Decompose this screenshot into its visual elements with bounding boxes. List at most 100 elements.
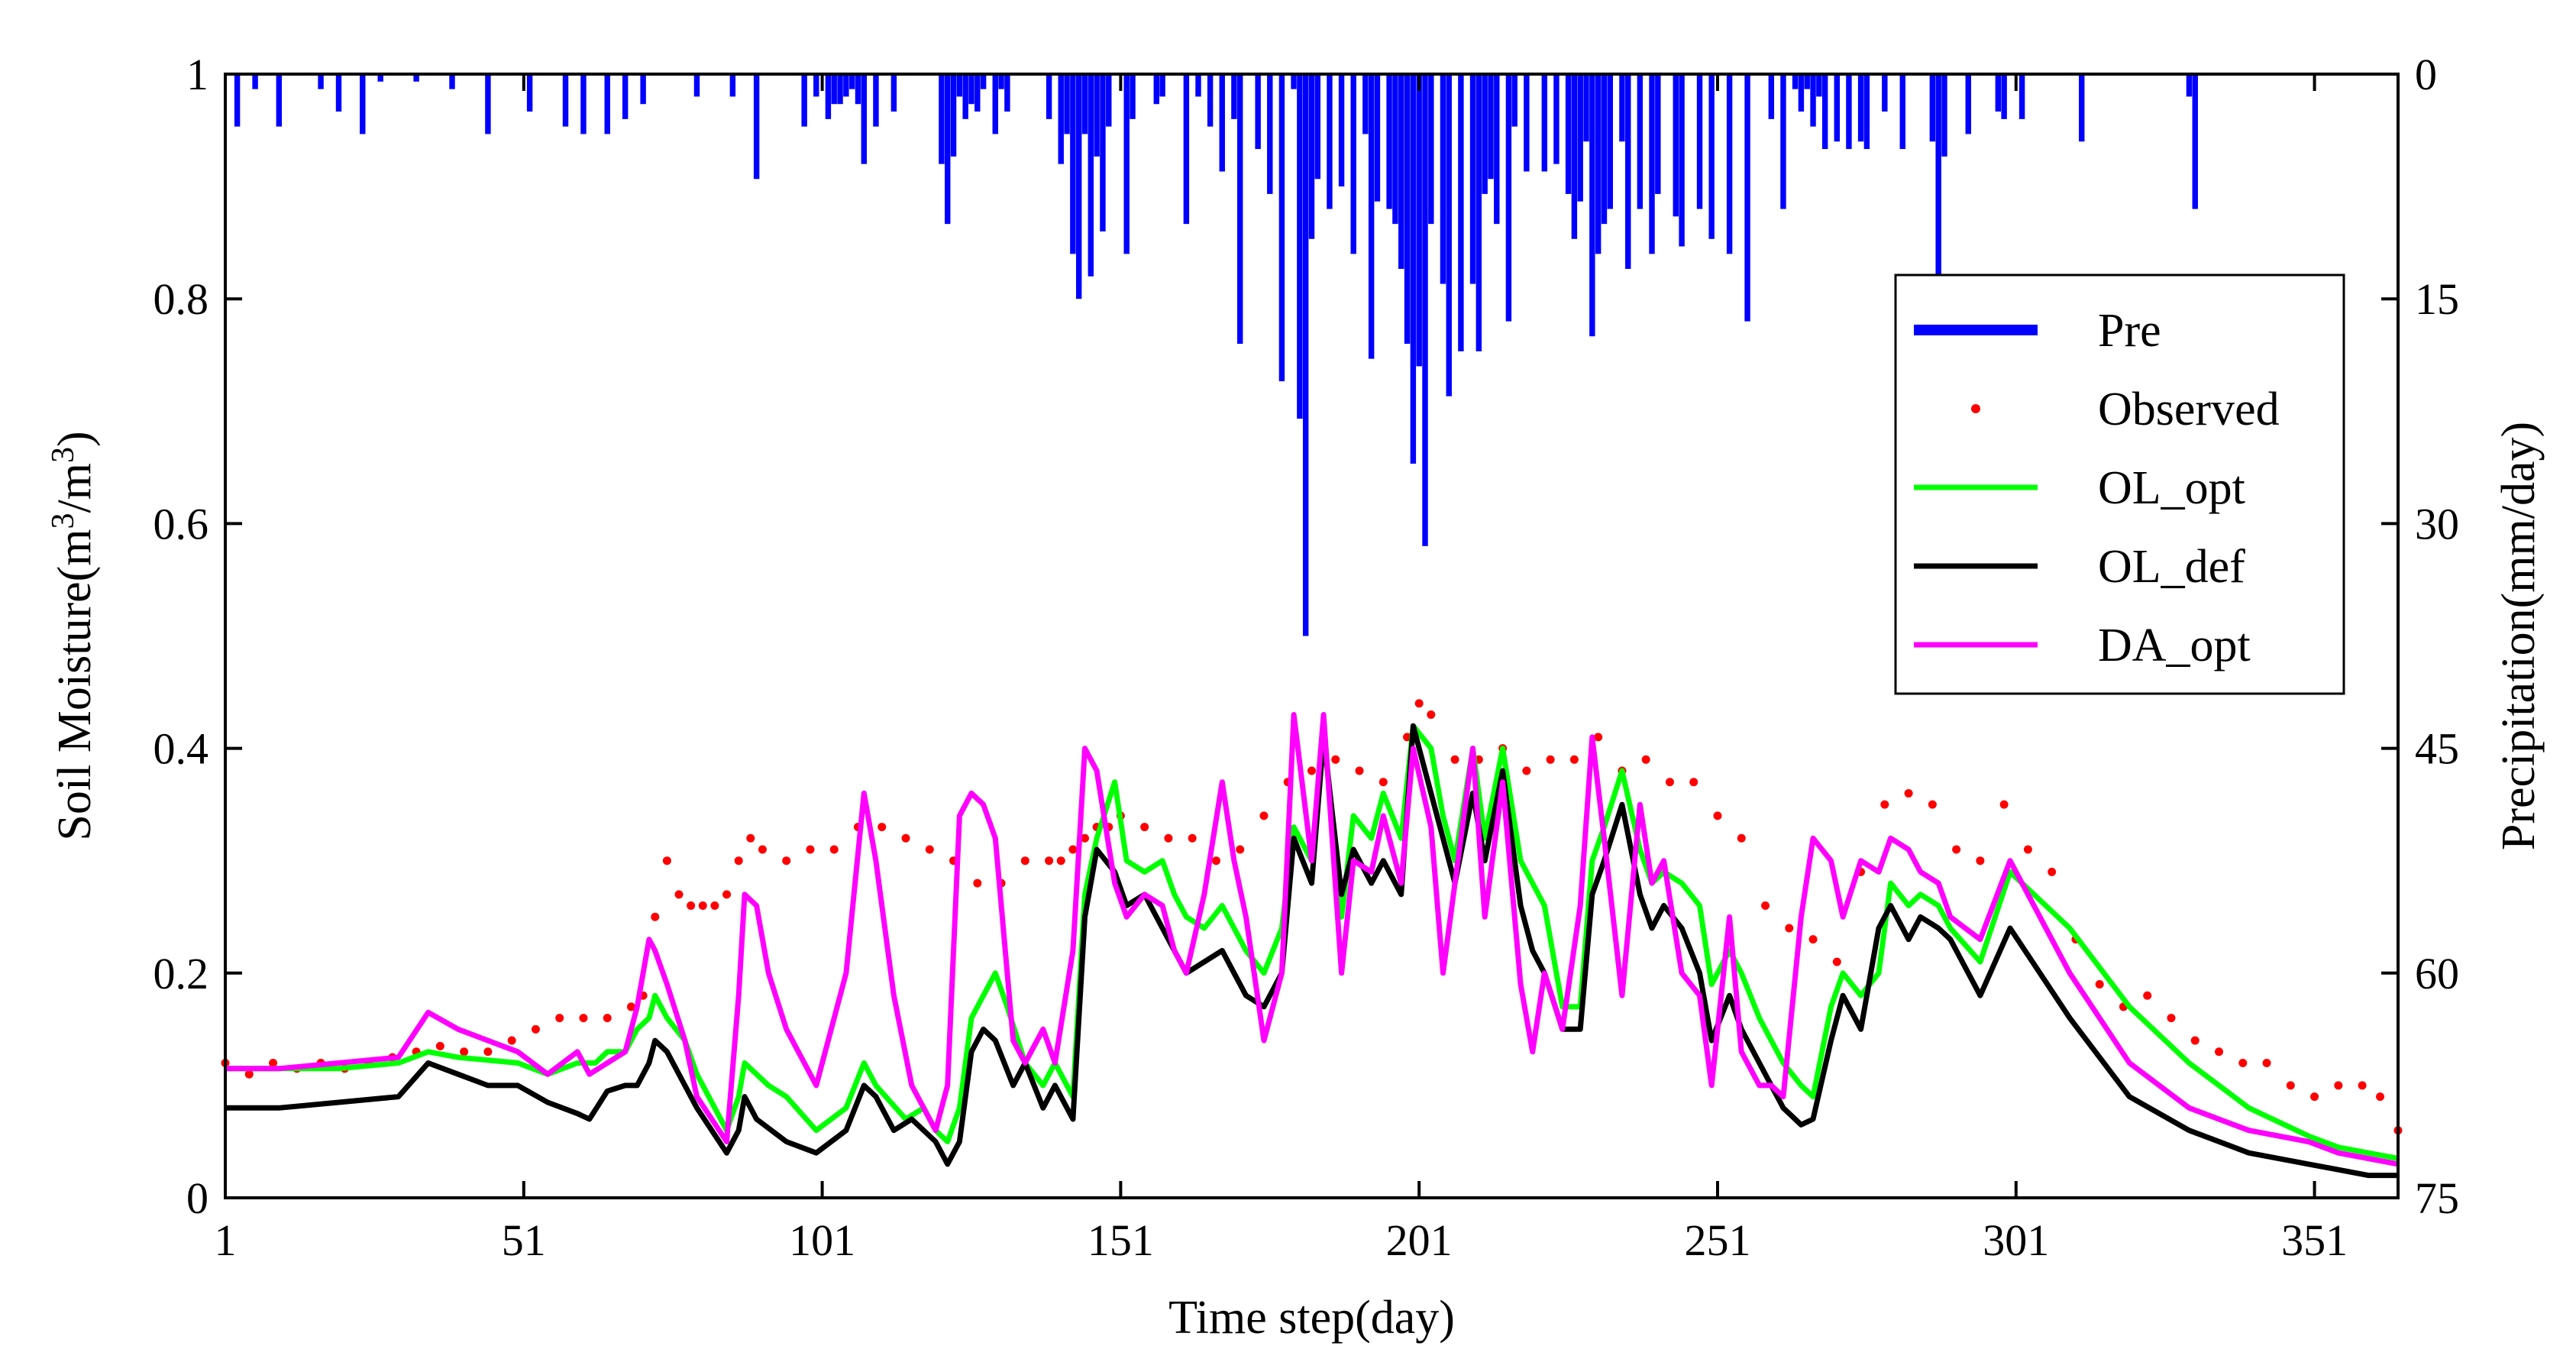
precip-bar-58	[562, 74, 569, 127]
precip-bar-128	[980, 74, 987, 89]
precip-bar-131	[998, 74, 1004, 89]
precip-bar-192	[1362, 74, 1369, 134]
observed-point-267	[1808, 935, 1818, 944]
precip-bar-194	[1374, 74, 1381, 202]
precip-bar-121	[939, 74, 945, 164]
precip-bar-299	[2001, 74, 2007, 119]
y-tick-label-left: 1	[186, 50, 208, 99]
observed-point-291	[1952, 845, 1961, 854]
observed-point-343	[2262, 1058, 2271, 1067]
precip-bar-267	[1810, 74, 1816, 127]
y-tick-label-right: 60	[2415, 949, 2459, 998]
precip-bar-331	[2192, 74, 2198, 209]
precip-bar-104	[837, 74, 843, 105]
precip-bar-236	[1625, 74, 1631, 269]
observed-point-143	[1068, 845, 1078, 854]
precip-bar-164	[1195, 74, 1201, 97]
precip-bar-20	[335, 74, 342, 112]
precip-bar-231	[1595, 74, 1602, 254]
series-line-ol-def	[225, 723, 2398, 1179]
observed-point-69	[626, 1002, 635, 1011]
x-tick-label: 51	[502, 1215, 546, 1265]
y-label-left-sup-1: 3	[46, 513, 81, 529]
observed-point-335	[2215, 1047, 2224, 1057]
observed-point-259	[1761, 901, 1770, 911]
observed-point-219	[1522, 766, 1531, 775]
precip-bar-260	[1768, 74, 1775, 119]
observed-point-91	[758, 845, 767, 854]
precip-bar-146	[1088, 74, 1094, 277]
legend-swatch-observed	[1971, 404, 1980, 413]
plot-frame	[224, 73, 2400, 1199]
precip-bar-52	[526, 74, 533, 112]
precip-bar-184	[1314, 74, 1321, 180]
precip-bar-10	[276, 74, 283, 127]
precip-bar-145	[1081, 74, 1088, 134]
precip-bar-130	[992, 74, 998, 134]
x-tick-label: 201	[1386, 1215, 1453, 1265]
y-tick-label-right: 30	[2415, 499, 2459, 548]
legend-label-ol-def: OL_def	[2098, 541, 2245, 593]
y-tick-label-left: 0.2	[154, 949, 209, 998]
precip-bar-183	[1308, 74, 1315, 239]
precip-bar-265	[1798, 74, 1805, 112]
legend-items: Pre Observed OL_opt OL_def DA_opt	[1914, 305, 2280, 671]
precip-bar-233	[1607, 74, 1614, 209]
precip-bar-212	[1482, 74, 1488, 194]
precip-bar-182	[1302, 74, 1309, 636]
observed-point-203	[1427, 710, 1436, 719]
precip-bar-33	[413, 74, 419, 82]
legend-box	[1894, 273, 2345, 695]
observed-point-315	[2095, 980, 2104, 989]
precip-bar-228	[1577, 74, 1583, 202]
precip-bar-106	[848, 74, 855, 89]
precip-bar-216	[1505, 74, 1512, 322]
observed-point-87	[734, 856, 743, 866]
observed-point-95	[782, 856, 791, 866]
precipitation-bars	[234, 74, 2198, 636]
observed-point-103	[829, 845, 839, 854]
precip-bar-141	[1058, 74, 1064, 164]
observed-point-5	[244, 1069, 254, 1079]
precip-bar-166	[1207, 74, 1214, 127]
precip-bar-279	[1882, 74, 1888, 112]
observed-point-191	[1355, 766, 1364, 775]
precip-bar-139	[1046, 74, 1052, 119]
precip-bar-268	[1816, 74, 1822, 97]
precip-bar-217	[1511, 74, 1517, 127]
observed-point-77	[674, 890, 684, 899]
observed-point-355	[2334, 1081, 2343, 1090]
precip-bar-102	[825, 74, 832, 119]
observed-point-141	[1056, 856, 1065, 866]
y-tick-label-left: 0.8	[154, 274, 209, 324]
precip-bar-230	[1589, 74, 1595, 337]
observed-point-195	[1378, 778, 1388, 787]
precip-bar-147	[1094, 74, 1100, 157]
precip-bar-24	[360, 74, 366, 134]
precip-bar-171	[1236, 74, 1243, 345]
observed-point-45	[483, 1047, 493, 1057]
y-tick-label-right: 0	[2415, 50, 2437, 99]
series-lines	[225, 712, 2399, 1179]
precip-bar-168	[1219, 74, 1225, 172]
x-tick-label: 301	[1983, 1215, 2049, 1265]
observed-point-99	[806, 845, 815, 854]
precip-bar-153	[1130, 74, 1136, 119]
precip-bar-330	[2186, 74, 2193, 97]
observed-point-247	[1689, 778, 1698, 787]
observed-point-347	[2286, 1081, 2295, 1090]
precip-bar-224	[1553, 74, 1559, 164]
precip-bar-206	[1446, 74, 1452, 396]
precip-bar-105	[843, 74, 849, 97]
observed-point-351	[2310, 1092, 2319, 1102]
observed-point-239	[1641, 755, 1650, 764]
precip-bar-68	[622, 74, 629, 119]
observed-point-9	[269, 1058, 278, 1067]
observed-point-231	[1594, 733, 1603, 742]
legend-label-pre: Pre	[2098, 305, 2161, 357]
observed-point-283	[1904, 788, 1913, 798]
precip-bar-202	[1422, 74, 1428, 546]
observed-point-227	[1569, 755, 1579, 764]
precip-bar-262	[1780, 74, 1786, 209]
